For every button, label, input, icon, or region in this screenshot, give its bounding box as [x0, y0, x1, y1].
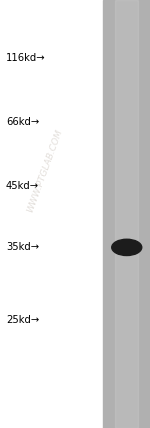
Bar — [115, 0, 138, 428]
Text: 116kd→: 116kd→ — [6, 53, 46, 63]
Text: 45kd→: 45kd→ — [6, 181, 39, 191]
Ellipse shape — [112, 239, 142, 256]
Bar — [115, 0, 138, 428]
Text: WWW.PTGLAB.COM: WWW.PTGLAB.COM — [26, 128, 64, 214]
Bar — [103, 0, 150, 428]
Text: 35kd→: 35kd→ — [6, 242, 39, 253]
Text: 66kd→: 66kd→ — [6, 117, 39, 127]
Text: 25kd→: 25kd→ — [6, 315, 39, 325]
